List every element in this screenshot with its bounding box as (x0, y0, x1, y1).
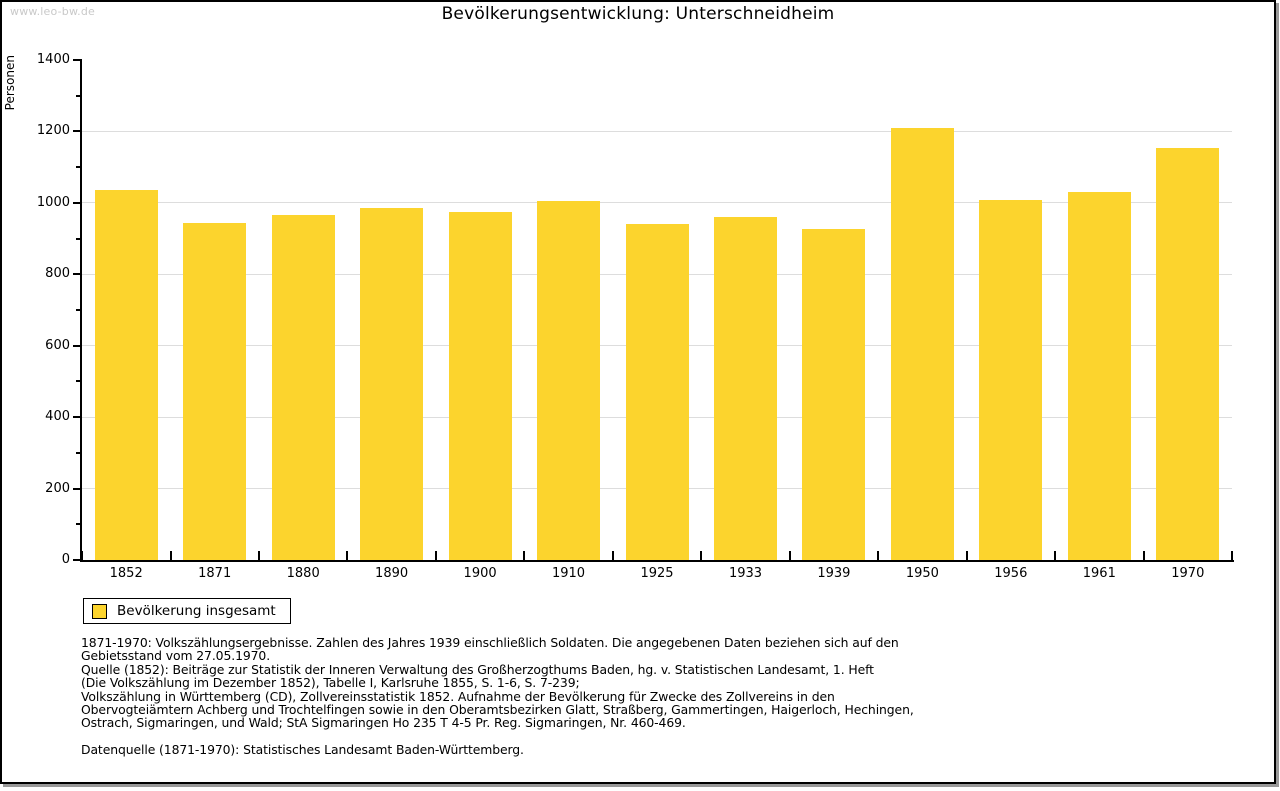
y-axis-minor-tick (76, 380, 80, 383)
data-source-line: Datenquelle (1871-1970): Statistisches L… (81, 742, 524, 757)
bar-1961 (1067, 192, 1131, 560)
bar-1880 (271, 215, 335, 560)
x-tick-label: 1961 (1082, 566, 1116, 581)
y-axis-minor-tick (76, 309, 80, 311)
x-axis-tick (257, 551, 260, 560)
bar-1852 (94, 190, 158, 560)
y-axis-minor-tick (76, 166, 80, 169)
bar-1900 (448, 211, 512, 560)
bar-1910 (537, 201, 600, 560)
footnote-line: (Die Volkszählung im Dezember 1852), Tab… (81, 675, 580, 691)
bar-1925 (625, 224, 689, 560)
y-axis-minor-tick (76, 94, 80, 97)
bar-1939 (802, 228, 866, 560)
x-tick-label: 1852 (109, 566, 143, 581)
y-axis-tick (73, 559, 80, 561)
y-axis-tick (73, 344, 80, 347)
y-tick-label: 1400 (36, 52, 70, 67)
y-axis-tick (73, 416, 80, 419)
legend: Bevölkerung insgesamt (83, 598, 291, 624)
footnote-line: Quelle (1852): Beiträge zur Statistik de… (81, 661, 874, 677)
footnote-line: Obervogteiämtern Achberg und Trochtelfin… (81, 702, 914, 718)
y-tick-label: 1200 (36, 123, 70, 139)
footnotes: 1871-1970: Volkszählungsergebnisse. Zahl… (81, 636, 914, 730)
legend-label: Bevölkerung insgesamt (117, 603, 276, 619)
bar-1956 (979, 200, 1043, 560)
y-axis-tick (73, 273, 80, 276)
x-axis-tick (877, 551, 880, 560)
x-axis-tick (1142, 551, 1145, 560)
x-tick-label: 1925 (640, 566, 674, 581)
y-tick-label: 800 (45, 266, 70, 282)
gridline (82, 202, 1232, 204)
x-tick-label: 1956 (994, 566, 1028, 581)
x-axis-tick (1231, 551, 1233, 560)
footnote-line: 1871-1970: Volkszählungsergebnisse. Zahl… (81, 635, 899, 650)
x-tick-label: 1933 (728, 566, 763, 581)
y-axis-minor-tick (76, 237, 80, 240)
x-tick-label: 1939 (817, 566, 851, 581)
chart-title: Bevölkerungsentwicklung: Unterschneidhei… (441, 4, 835, 24)
watermark: www.leo-bw.de (10, 5, 96, 18)
x-axis-tick (523, 551, 526, 560)
x-tick-label: 1970 (1171, 566, 1205, 581)
footnote-line: Ostrach, Sigmaringen, und Wald; StA Sigm… (81, 715, 686, 731)
x-tick-label: 1890 (375, 566, 409, 581)
x-tick-label: 1880 (286, 566, 320, 581)
y-axis-tick (73, 487, 80, 490)
bar-1871 (183, 222, 247, 560)
y-axis-tick (73, 130, 80, 133)
legend-swatch-icon (92, 603, 107, 619)
x-axis-tick (700, 551, 703, 560)
y-axis-tick (73, 201, 80, 204)
y-axis-minor-tick (76, 523, 80, 526)
x-tick-label: 1871 (198, 566, 232, 581)
x-axis-tick (611, 551, 614, 560)
y-axis-tick (73, 59, 80, 61)
x-axis-tick (346, 551, 349, 560)
y-axis-line (80, 59, 82, 562)
x-axis-tick (434, 551, 437, 560)
y-tick-label: 200 (45, 480, 70, 496)
x-axis-tick (169, 551, 172, 560)
x-axis-tick (1054, 551, 1057, 560)
bar-1933 (714, 217, 777, 560)
x-axis-tick (788, 551, 791, 560)
gridline (82, 130, 1232, 132)
bar-1970 (1156, 148, 1220, 560)
footnote-line: Volkszählung in Württemberg (CD), Zollve… (81, 688, 835, 704)
y-tick-label: 0 (61, 552, 70, 567)
footnote-line: Gebietsstand vom 27.05.1970. (81, 648, 271, 664)
bar-1950 (890, 127, 954, 560)
y-axis-minor-tick (76, 451, 80, 454)
x-axis-tick (81, 551, 83, 560)
bar-1890 (360, 208, 424, 560)
y-tick-label: 1000 (36, 194, 70, 210)
x-axis-tick (965, 551, 968, 560)
x-tick-label: 1950 (905, 566, 939, 581)
x-tick-label: 1910 (551, 566, 586, 581)
x-axis-line (80, 560, 1234, 562)
x-tick-label: 1900 (463, 566, 497, 581)
y-tick-label: 600 (45, 337, 70, 353)
y-tick-label: 400 (45, 409, 70, 425)
